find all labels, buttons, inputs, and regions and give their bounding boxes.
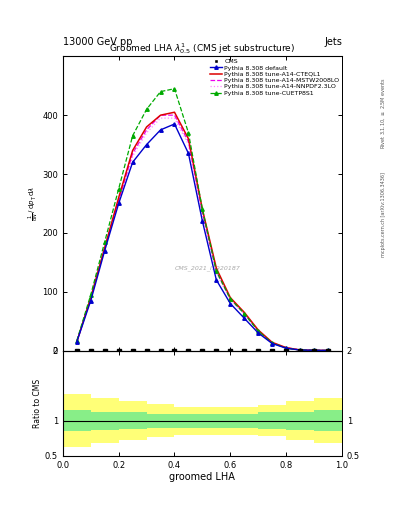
Y-axis label: Ratio to CMS: Ratio to CMS: [33, 378, 42, 428]
Text: Jets: Jets: [324, 37, 342, 47]
Y-axis label: $\frac{1}{\mathrm{d}N}\,/\,\mathrm{d}p_{\mathrm{T}}\,\mathrm{d}\lambda$: $\frac{1}{\mathrm{d}N}\,/\,\mathrm{d}p_{…: [27, 186, 41, 221]
Title: Groomed LHA $\lambda^{1}_{0.5}$ (CMS jet substructure): Groomed LHA $\lambda^{1}_{0.5}$ (CMS jet…: [109, 41, 296, 56]
Text: CMS_2021_I1920187: CMS_2021_I1920187: [175, 265, 241, 271]
Text: Rivet 3.1.10, $\geq$ 2.5M events: Rivet 3.1.10, $\geq$ 2.5M events: [379, 77, 387, 148]
Text: 13000 GeV pp: 13000 GeV pp: [63, 37, 132, 47]
X-axis label: groomed LHA: groomed LHA: [169, 472, 235, 482]
Legend: CMS, Pythia 8.308 default, Pythia 8.308 tune-A14-CTEQL1, Pythia 8.308 tune-A14-M: CMS, Pythia 8.308 default, Pythia 8.308 …: [209, 57, 341, 97]
Text: mcplots.cern.ch [arXiv:1306.3436]: mcplots.cern.ch [arXiv:1306.3436]: [381, 173, 386, 258]
